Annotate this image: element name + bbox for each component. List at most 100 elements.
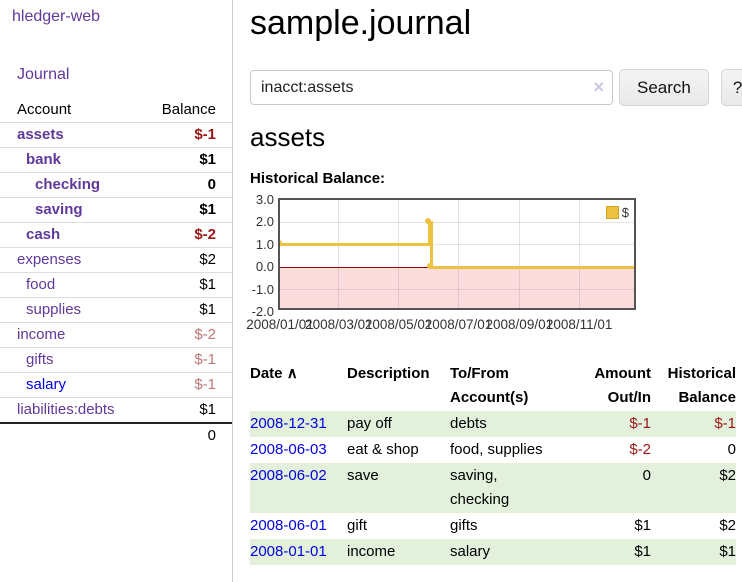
register-description-cell: gift [347, 517, 368, 534]
register-amount-cell: $-1 [629, 415, 651, 432]
account-row: bank $1 [0, 147, 232, 172]
sidebar: hledger-web Journal Account Balance asse… [0, 0, 233, 582]
clear-search-icon[interactable]: × [593, 77, 604, 97]
column-header-amount: Amount Out/In [594, 365, 651, 406]
sidebar-item-journal[interactable]: Journal [17, 66, 70, 83]
register-date-link[interactable]: 2008-01-01 [250, 543, 327, 560]
account-row: food $1 [0, 272, 232, 297]
account-link[interactable]: income [17, 326, 66, 343]
accounts-total-row: 0 [0, 422, 232, 448]
register-date-link[interactable]: 2008-06-02 [250, 467, 327, 484]
data-point [633, 285, 634, 292]
register-row[interactable]: 2008-01-01 income salary $1 $1 [250, 539, 736, 565]
account-balance: $-2 [194, 326, 216, 343]
x-axis-tick-label: 2008/03/01 [305, 317, 373, 332]
x-axis-tick-label: 2008/01/01 [246, 317, 314, 332]
x-axis-tick-label: 2008/05/01 [364, 317, 433, 332]
account-row: salary $-1 [0, 372, 232, 397]
register-amount-cell: $1 [634, 543, 651, 560]
y-axis-tick-label: 1.0 [255, 236, 274, 252]
help-button[interactable]: ? [720, 69, 742, 106]
account-balance: $2 [199, 251, 216, 268]
gridline [458, 200, 459, 308]
data-point [280, 240, 282, 247]
account-link[interactable]: cash [26, 226, 61, 243]
y-axis-tick-label: 3.0 [255, 192, 274, 207]
register-accounts-cell: food, supplies [450, 441, 543, 458]
account-row: supplies $1 [0, 297, 232, 322]
accounts-panel: Account Balance assets $-1 bank $1 checking 0… [0, 98, 232, 448]
register-date-link[interactable]: 2008-06-03 [250, 441, 327, 458]
register-date-cell: 2008-06-01 [250, 513, 347, 539]
column-header-date[interactable]: Date ∧ [250, 361, 347, 411]
chart-line-segment [431, 265, 634, 269]
app-brand-link[interactable]: hledger-web [12, 8, 101, 25]
account-link[interactable]: salary [26, 376, 67, 393]
account-link[interactable]: saving [35, 201, 83, 218]
historical-balance-chart: $ 3.0 2.0 1.0 0.0 -1.0 -2.0 2008/01/01 2008/03/… [246, 193, 736, 338]
register-row[interactable]: 2008-06-03 eat & shop food, supplies $-2 0 [250, 437, 736, 463]
chart-plot-area: $ [278, 198, 636, 310]
account-link[interactable]: checking [35, 176, 101, 193]
account-row: income $-2 [0, 322, 232, 347]
legend-label: $ [621, 205, 629, 220]
account-link[interactable]: food [26, 276, 56, 293]
register-header-row: Date ∧ Description To/From Account(s) Am… [250, 361, 736, 411]
gridline [280, 244, 634, 246]
account-link[interactable]: assets [17, 126, 64, 143]
register-date-link[interactable]: 2008-06-01 [250, 517, 327, 534]
register-amount-cell: $-2 [629, 441, 651, 458]
register-row[interactable]: 2008-06-01 gift gifts $1 $2 [250, 513, 736, 539]
x-axis-tick-label: 2008/09/01 [485, 317, 554, 332]
account-balance: $-1 [194, 376, 216, 393]
gridline [518, 200, 520, 308]
account-row: assets $-1 [0, 122, 232, 147]
account-row: checking 0 [0, 172, 232, 197]
gridline [338, 200, 340, 308]
register-row[interactable]: 2008-06-02 save saving, checking 0 $2 [250, 463, 736, 513]
negative-region [280, 267, 634, 308]
account-link[interactable]: expenses [17, 251, 82, 268]
chart-title: Historical Balance: [250, 170, 386, 187]
search-box: × [250, 70, 613, 105]
account-row: liabilities:debts $1 [0, 397, 232, 422]
account-link[interactable]: supplies [26, 301, 82, 318]
register-row[interactable]: 2008-12-31 pay off debts $-1 $-1 [250, 411, 736, 437]
account-link[interactable]: liabilities:debts [17, 401, 115, 418]
account-row: saving $1 [0, 197, 232, 222]
register-accounts-cell: gifts [450, 517, 478, 534]
register-date-cell: 2008-06-02 [250, 463, 347, 513]
search-button[interactable]: Search [619, 69, 709, 106]
chart-line-segment [429, 220, 433, 269]
gridline [398, 200, 400, 308]
account-balance: $1 [199, 401, 216, 418]
register-balance-cell: $-1 [714, 415, 736, 432]
account-link[interactable]: gifts [26, 351, 54, 368]
data-point [426, 262, 433, 269]
register-description-cell: save [347, 467, 379, 484]
register-balance-cell: $2 [719, 467, 736, 484]
accounts-header-account: Account [17, 101, 72, 118]
account-balance: $1 [199, 151, 216, 168]
gridline [280, 289, 634, 291]
column-header-accounts: To/From Account(s) [450, 365, 529, 406]
register-description-cell: pay off [347, 415, 392, 432]
account-balance: $-2 [194, 226, 216, 243]
account-row: cash $-2 [0, 222, 232, 247]
account-balance: $-1 [194, 126, 216, 143]
account-balance: $-1 [194, 351, 216, 368]
y-axis-tick-label: -2.0 [251, 304, 274, 319]
register-balance-cell: 0 [727, 441, 736, 458]
search-input[interactable] [250, 70, 613, 105]
accounts-list: assets $-1 bank $1 checking 0 saving $1 cash $-2 e… [0, 122, 232, 422]
accounts-total-value: 0 [207, 427, 216, 444]
register-amount-cell: 0 [642, 467, 651, 484]
y-axis-tick-label: 2.0 [255, 214, 274, 230]
register-date-link[interactable]: 2008-12-31 [250, 415, 327, 432]
sort-ascending-icon: ∧ [286, 365, 298, 382]
account-link[interactable]: bank [26, 151, 62, 168]
page-title: sample.journal [250, 4, 472, 42]
main-content: sample.journal × Search ? assets Histori… [234, 0, 742, 565]
register-date-cell: 2008-12-31 [250, 411, 347, 437]
chart-line-segment [427, 220, 431, 247]
